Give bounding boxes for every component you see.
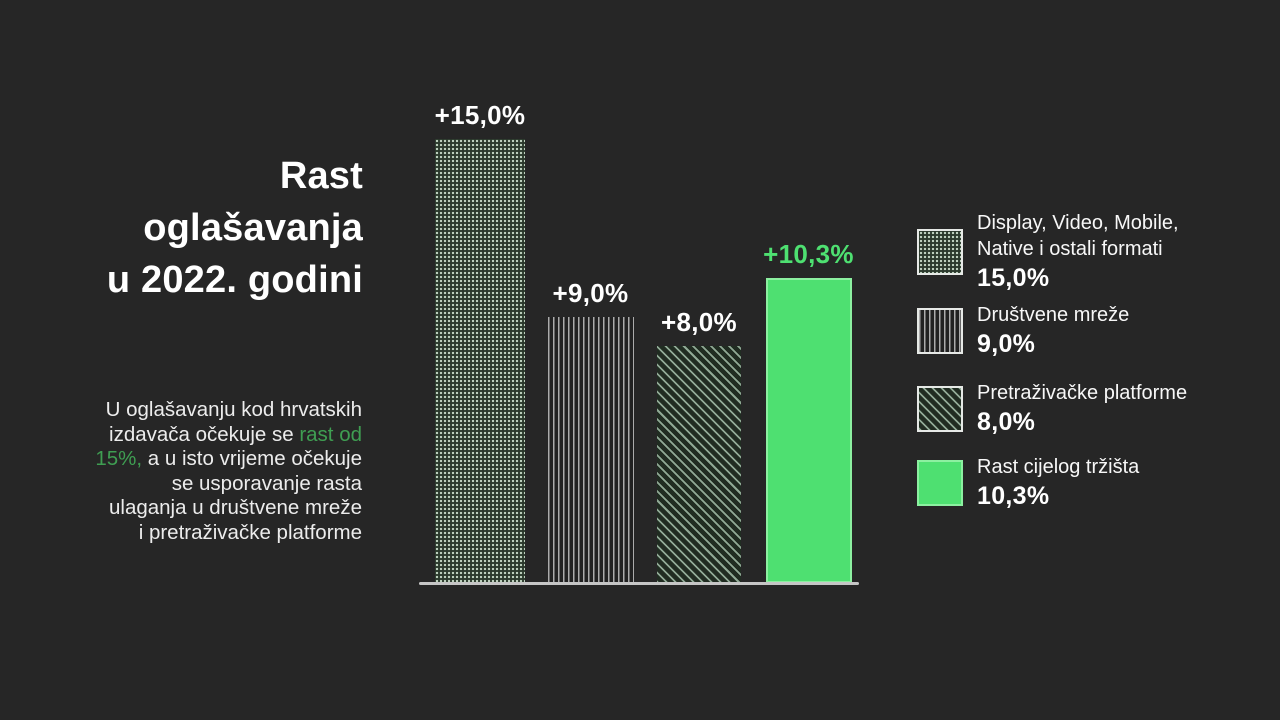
legend-swatch-dots (917, 229, 963, 275)
paragraph-line: se usporavanje rasta (95, 472, 362, 497)
legend-item: Display, Video, Mobile, Native i ostali f… (917, 210, 1179, 294)
legend-label: Društvene mreže (977, 302, 1129, 328)
paragraph-text: ulaganja u društvene mreže (109, 496, 362, 519)
legend-label: Rast cijelog tržišta (977, 454, 1139, 480)
bar (547, 317, 634, 583)
legend-swatch-vlines (917, 308, 963, 354)
legend-label-line: Pretraživačke platforme (977, 382, 1188, 404)
paragraph-line: 15%, a u isto vrijeme očekuje (95, 447, 362, 472)
title-line: u 2022. godini (106, 259, 363, 301)
bar-value-label: +8,0% (661, 307, 737, 337)
legend-value: 9,0% (977, 330, 1036, 358)
legend-label: Pretraživačke platforme (977, 380, 1187, 406)
legend-text: Display, Video, Mobile, Native i ostali f… (977, 210, 1179, 294)
legend-label-line: Društvene mreže (977, 304, 1130, 326)
legend-item: Pretraživačke platforme 8,0% (917, 380, 1187, 438)
bar (657, 346, 741, 583)
legend-label-line: Rast cijelog tržišta (977, 456, 1140, 478)
bar-value-label: +10,3% (763, 239, 854, 269)
legend-text: Rast cijelog tržišta 10,3% (977, 454, 1139, 512)
bar-value-label: +15,0% (434, 100, 526, 130)
legend-label-line: Native i ostali formati (977, 238, 1163, 260)
bar (435, 139, 525, 583)
legend-value: 15,0% (977, 264, 1050, 292)
legend-text: Pretraživačke platforme 8,0% (977, 380, 1187, 438)
paragraph-line: U oglašavanju kod hrvatskih (95, 398, 362, 423)
paragraph-text: izdavača očekuje se (109, 422, 300, 446)
paragraph-line: ulaganja u društvene mreže (95, 496, 362, 521)
paragraph-text: se usporavanje rasta (171, 471, 362, 495)
legend-label: Display, Video, Mobile, Native i ostali f… (977, 210, 1179, 262)
title-line: oglašavanja (143, 207, 363, 249)
paragraph-line: i pretraživačke platforme (95, 521, 362, 546)
legend-swatch-solid (917, 460, 963, 506)
legend-swatch-diag (917, 386, 963, 432)
chart-baseline-axis (419, 582, 859, 585)
description-paragraph: U oglašavanju kod hrvatskih izdavača oček… (95, 398, 362, 545)
page-title: Rast oglašavanja u 2022. godini (107, 150, 363, 306)
legend-text: Društvene mreže 9,0% (977, 302, 1129, 360)
paragraph-text: a u isto vrijeme očekuje (142, 447, 362, 470)
title-line: Rast (279, 155, 363, 197)
highlighted-text: rast od (299, 422, 362, 446)
bar (765, 278, 852, 583)
legend-item: Rast cijelog tržišta 10,3% (917, 454, 1139, 512)
legend-label-line: Display, Video, Mobile, (977, 212, 1179, 234)
highlighted-text: 15%, (95, 447, 143, 470)
paragraph-line: izdavača očekuje se rast od (95, 423, 362, 448)
bar-value-label: +9,0% (552, 278, 629, 308)
paragraph-text: i pretraživačke platforme (138, 520, 362, 544)
legend-item: Društvene mreže 9,0% (917, 302, 1129, 360)
legend-value: 8,0% (977, 408, 1036, 436)
paragraph-text: U oglašavanju kod hrvatskih (105, 398, 362, 421)
legend-value: 10,3% (977, 482, 1050, 510)
